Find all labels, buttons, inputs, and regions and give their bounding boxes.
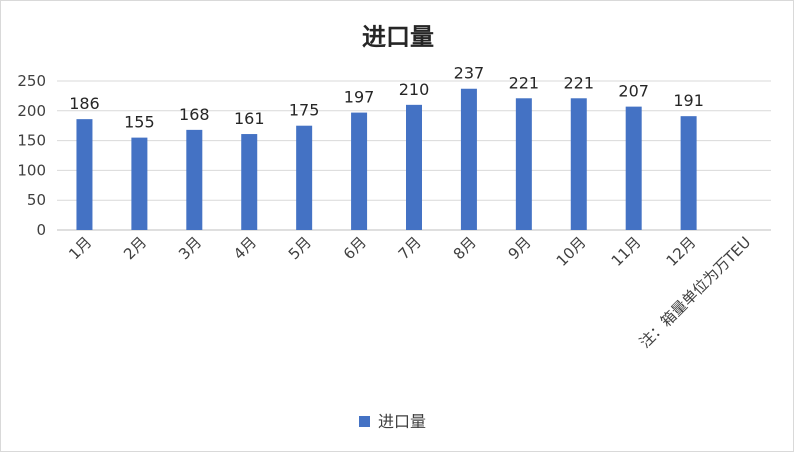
bar [186,129,203,230]
axis-note: 注：箱量单位为万TEU [636,233,755,352]
x-tick-label: 10月 [553,233,590,270]
data-label: 168 [179,105,210,124]
bar [406,104,422,230]
bar [241,134,258,230]
bar [680,116,697,230]
y-tick-label: 0 [36,221,46,239]
x-tick-label: 8月 [450,233,480,263]
bar [351,112,368,230]
legend: 进口量 [359,412,426,431]
x-tick-label: 3月 [175,233,205,263]
data-label: 221 [563,73,594,92]
y-tick-label: 50 [27,191,46,209]
data-label: 237 [454,64,485,83]
y-axis: 0 50 100 150 200 250 [17,72,46,239]
y-tick-label: 200 [17,102,46,120]
data-label: 161 [234,109,265,128]
x-tick-label: 12月 [663,233,700,270]
y-tick-label: 100 [17,161,46,179]
bars [76,88,697,230]
x-tick-label: 9月 [505,233,535,263]
bar [296,125,313,230]
x-tick-label: 11月 [608,233,645,270]
y-tick-label: 150 [17,132,46,150]
data-labels: 186 155 168 161 175 197 210 237 221 221 207 191 [69,64,704,132]
data-label: 207 [618,82,649,101]
x-tick-label: 7月 [395,233,425,263]
data-label: 175 [289,101,320,120]
data-label: 197 [344,88,375,107]
legend-swatch [359,416,370,427]
x-tick-label: 6月 [340,233,370,263]
x-tick-label: 2月 [120,233,150,263]
bar [131,137,148,230]
chart-title: 进口量 [362,23,434,51]
bar [515,98,532,230]
legend-label: 进口量 [378,412,426,431]
x-tick-label: 1月 [65,233,95,263]
data-label: 191 [673,91,704,110]
data-label: 210 [399,80,430,99]
bar [570,98,587,230]
data-label: 186 [69,94,100,113]
y-tick-label: 250 [17,72,46,90]
x-tick-label: 4月 [230,233,260,263]
data-label: 155 [124,113,155,132]
x-tick-label: 5月 [285,233,315,263]
bar [460,88,477,230]
bar [625,106,642,230]
bar [76,119,93,230]
data-label: 221 [509,73,540,92]
